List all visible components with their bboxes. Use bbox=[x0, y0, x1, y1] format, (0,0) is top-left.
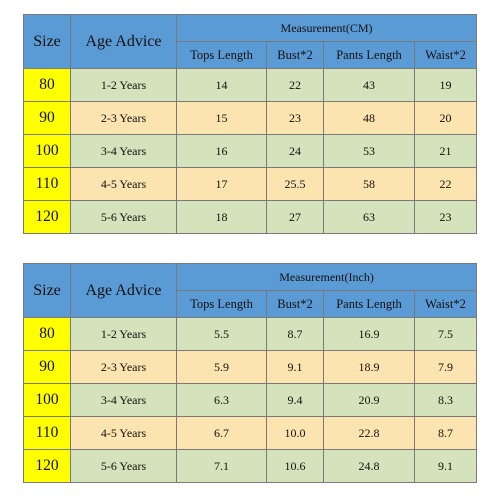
measurement-header: Measurement(CM) bbox=[175, 14, 478, 42]
bust-cell: 10.6 bbox=[266, 449, 324, 483]
tops-length-cell: 15 bbox=[176, 101, 267, 135]
waist-cell: 22 bbox=[413, 167, 478, 201]
pants-length-cell: 63 bbox=[323, 200, 415, 234]
waist-cell: 8.3 bbox=[414, 383, 477, 417]
pants-length-cell: 48 bbox=[323, 101, 415, 135]
bust-cell: 27 bbox=[266, 200, 324, 234]
age-cell: 4-5 Years bbox=[70, 416, 177, 450]
size-header: Size bbox=[23, 14, 71, 69]
age-cell: 2-3 Years bbox=[70, 350, 177, 384]
bust-cell: 8.7 bbox=[266, 317, 324, 351]
column-header-waist: Waist*2 bbox=[413, 41, 478, 69]
size-cell: 120 bbox=[23, 449, 71, 483]
size-cell: 90 bbox=[23, 101, 71, 135]
table-row: 120 5-6 Years 7.1 10.6 24.8 9.1 bbox=[23, 449, 477, 483]
tops-length-cell: 6.7 bbox=[176, 416, 267, 450]
size-cell: 90 bbox=[23, 350, 71, 384]
tops-length-cell: 5.5 bbox=[176, 317, 267, 351]
column-header-pants-length: Pants Length bbox=[323, 290, 415, 318]
tops-length-cell: 6.3 bbox=[176, 383, 267, 417]
bust-cell: 9.1 bbox=[266, 350, 324, 384]
pants-length-cell: 22.8 bbox=[323, 416, 415, 450]
table-row: 100 3-4 Years 16 24 53 21 bbox=[23, 134, 478, 168]
age-advice-header: Age Advice bbox=[70, 14, 177, 69]
bust-cell: 10.0 bbox=[266, 416, 324, 450]
column-header-tops-length: Tops Length bbox=[176, 290, 267, 318]
column-header-pants-length: Pants Length bbox=[323, 41, 415, 69]
age-cell: 5-6 Years bbox=[70, 200, 177, 234]
age-advice-header: Age Advice bbox=[70, 263, 177, 318]
age-cell: 2-3 Years bbox=[70, 101, 177, 135]
pants-length-cell: 43 bbox=[323, 68, 415, 102]
tops-length-cell: 17 bbox=[176, 167, 267, 201]
waist-cell: 9.1 bbox=[414, 449, 477, 483]
tops-length-cell: 5.9 bbox=[176, 350, 267, 384]
size-chart-inch-table: Size Age Advice Measurement(Inch) Tops L… bbox=[23, 263, 477, 483]
size-cell: 80 bbox=[23, 317, 71, 351]
tops-length-cell: 14 bbox=[176, 68, 267, 102]
pants-length-cell: 53 bbox=[323, 134, 415, 168]
waist-cell: 23 bbox=[413, 200, 478, 234]
table-row: 90 2-3 Years 5.9 9.1 18.9 7.9 bbox=[23, 350, 477, 384]
column-header-tops-length: Tops Length bbox=[176, 41, 267, 69]
size-cell: 120 bbox=[23, 200, 71, 234]
waist-cell: 8.7 bbox=[414, 416, 477, 450]
pants-length-cell: 24.8 bbox=[323, 449, 415, 483]
table-row: 120 5-6 Years 18 27 63 23 bbox=[23, 200, 478, 234]
pants-length-cell: 18.9 bbox=[323, 350, 415, 384]
age-cell: 3-4 Years bbox=[70, 383, 177, 417]
tops-length-cell: 18 bbox=[176, 200, 267, 234]
bust-cell: 25.5 bbox=[266, 167, 324, 201]
age-cell: 3-4 Years bbox=[70, 134, 177, 168]
column-header-waist: Waist*2 bbox=[414, 290, 477, 318]
pants-length-cell: 58 bbox=[323, 167, 415, 201]
size-cell: 110 bbox=[23, 167, 71, 201]
column-header-bust: Bust*2 bbox=[266, 41, 324, 69]
table-row: 80 1-2 Years 14 22 43 19 bbox=[23, 68, 478, 102]
size-cell: 80 bbox=[23, 68, 71, 102]
bust-cell: 24 bbox=[266, 134, 324, 168]
age-cell: 1-2 Years bbox=[70, 68, 177, 102]
age-cell: 5-6 Years bbox=[70, 449, 177, 483]
size-cell: 110 bbox=[23, 416, 71, 450]
bust-cell: 23 bbox=[266, 101, 324, 135]
bust-cell: 9.4 bbox=[266, 383, 324, 417]
waist-cell: 21 bbox=[413, 134, 478, 168]
pants-length-cell: 20.9 bbox=[323, 383, 415, 417]
table-row: 90 2-3 Years 15 23 48 20 bbox=[23, 101, 478, 135]
waist-cell: 7.9 bbox=[414, 350, 477, 384]
column-header-bust: Bust*2 bbox=[266, 290, 324, 318]
table-row: 100 3-4 Years 6.3 9.4 20.9 8.3 bbox=[23, 383, 477, 417]
size-cell: 100 bbox=[23, 383, 71, 417]
waist-cell: 7.5 bbox=[414, 317, 477, 351]
age-cell: 4-5 Years bbox=[70, 167, 177, 201]
waist-cell: 20 bbox=[413, 101, 478, 135]
tops-length-cell: 7.1 bbox=[176, 449, 267, 483]
bust-cell: 22 bbox=[266, 68, 324, 102]
size-cell: 100 bbox=[23, 134, 71, 168]
waist-cell: 19 bbox=[413, 68, 478, 102]
tops-length-cell: 16 bbox=[176, 134, 267, 168]
table-row: 110 4-5 Years 6.7 10.0 22.8 8.7 bbox=[23, 416, 477, 450]
table-row: 110 4-5 Years 17 25.5 58 22 bbox=[23, 167, 478, 201]
pants-length-cell: 16.9 bbox=[323, 317, 415, 351]
age-cell: 1-2 Years bbox=[70, 317, 177, 351]
table-row: 80 1-2 Years 5.5 8.7 16.9 7.5 bbox=[23, 317, 477, 351]
size-header: Size bbox=[23, 263, 71, 318]
size-chart-cm-table: Size Age Advice Measurement(CM) Tops Len… bbox=[23, 14, 478, 234]
measurement-header: Measurement(Inch) bbox=[176, 263, 477, 291]
